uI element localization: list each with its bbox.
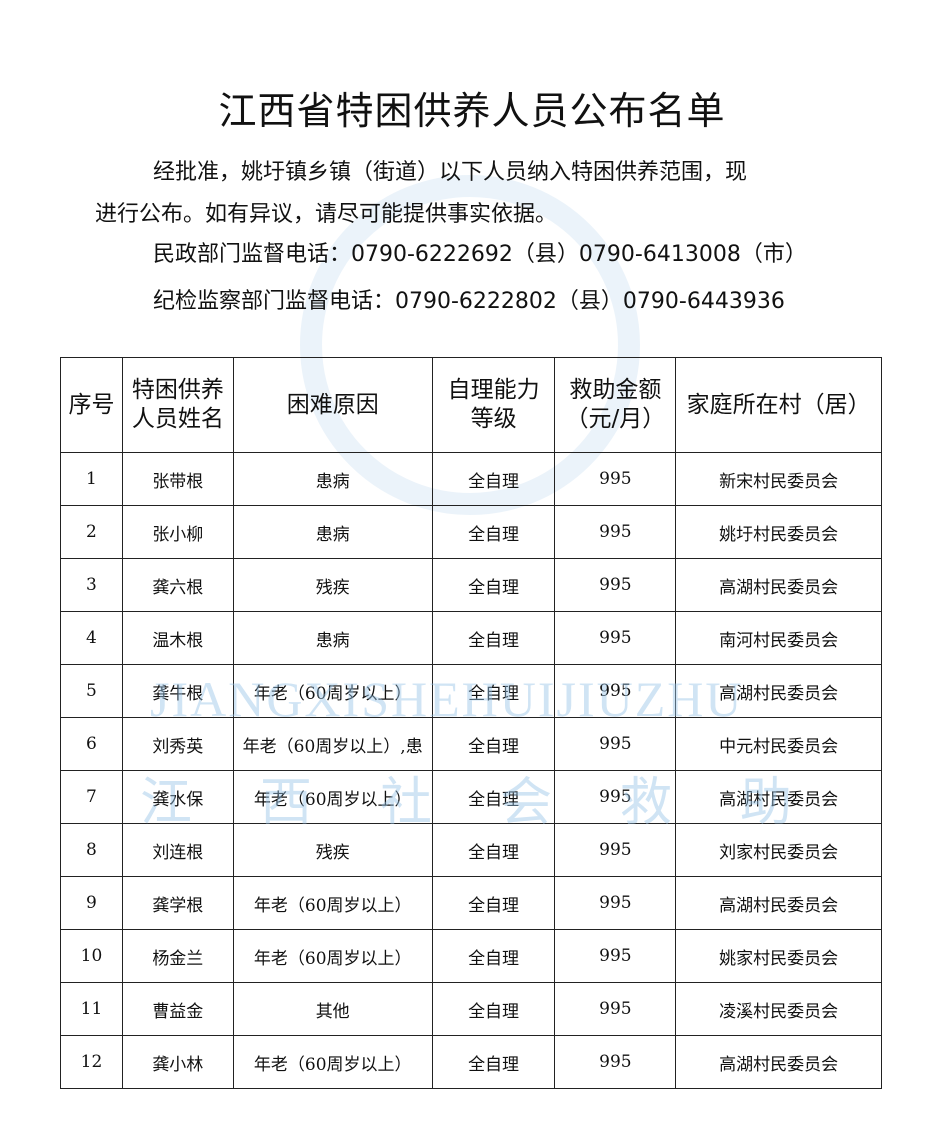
table-cell: 995 [554, 664, 677, 718]
column-header: 自理能力等级 [431, 357, 556, 453]
intro-line-2: 进行公布。如有异议，请尽可能提供事实依据。 [95, 202, 558, 227]
table-cell: 995 [554, 770, 677, 824]
table-cell: 高湖村民委员会 [675, 558, 882, 612]
table-cell: 995 [554, 982, 677, 1036]
table-cell: 全自理 [431, 1035, 556, 1089]
page-title: 江西省特困供养人员公布名单 [218, 89, 726, 133]
table-cell: 凌溪村民委员会 [675, 982, 882, 1036]
table-cell: 姚圩村民委员会 [675, 505, 882, 559]
table-row: 9 龚学根 年老（60周岁以上） 全自理 995 高湖村民委员会 [60, 876, 882, 930]
table-cell: 全自理 [431, 929, 556, 983]
table-cell: 3 [60, 558, 123, 612]
table-cell: 995 [554, 823, 677, 877]
table-row: 2 张小柳 患病 全自理 995 姚圩村民委员会 [60, 505, 882, 559]
table-cell: 曹益金 [121, 982, 234, 1036]
column-header: 救助金额（元/月） [554, 357, 677, 453]
table-cell: 高湖村民委员会 [675, 664, 882, 718]
table-cell: 全自理 [431, 823, 556, 877]
table-cell: 995 [554, 611, 677, 665]
table-cell: 患病 [232, 452, 433, 506]
table-cell: 全自理 [431, 505, 556, 559]
table-cell: 刘秀英 [121, 717, 234, 771]
table-cell: 年老（60周岁以上） [232, 1035, 433, 1089]
table-cell: 年老（60周岁以上） [232, 876, 433, 930]
intro-line-1: 经批准，姚圩镇乡镇（街道）以下人员纳入特困供养范围，现 [153, 160, 748, 185]
table-cell: 12 [60, 1035, 123, 1089]
table-cell: 7 [60, 770, 123, 824]
table-cell: 新宋村民委员会 [675, 452, 882, 506]
table-row: 8 刘连根 残疾 全自理 995 刘家村民委员会 [60, 823, 882, 877]
table-cell: 全自理 [431, 664, 556, 718]
table-cell: 11 [60, 982, 123, 1036]
table-cell: 8 [60, 823, 123, 877]
table-cell: 温木根 [121, 611, 234, 665]
table-cell: 995 [554, 717, 677, 771]
table-row: 10 杨金兰 年老（60周岁以上） 全自理 995 姚家村民委员会 [60, 929, 882, 983]
table-cell: 患病 [232, 611, 433, 665]
table-cell: 高湖村民委员会 [675, 1035, 882, 1089]
table-cell: 高湖村民委员会 [675, 876, 882, 930]
table-cell: 全自理 [431, 876, 556, 930]
table-row: 11 曹益金 其他 全自理 995 凌溪村民委员会 [60, 982, 882, 1036]
table-cell: 1 [60, 452, 123, 506]
table-cell: 10 [60, 929, 123, 983]
column-header: 序号 [60, 357, 123, 453]
table-cell: 5 [60, 664, 123, 718]
table-cell: 年老（60周岁以上） [232, 770, 433, 824]
table-cell: 9 [60, 876, 123, 930]
table-cell: 刘家村民委员会 [675, 823, 882, 877]
table-row: 4 温木根 患病 全自理 995 南河村民委员会 [60, 611, 882, 665]
civil-affairs-phone: 民政部门监督电话：0790-6222692（县）0790-6413008（市） [153, 242, 807, 267]
table-cell: 995 [554, 929, 677, 983]
table-row: 5 龚牛根 年老（60周岁以上） 全自理 995 高湖村民委员会 [60, 664, 882, 718]
table-cell: 995 [554, 505, 677, 559]
column-header: 家庭所在村（居） [675, 357, 882, 453]
table-cell: 中元村民委员会 [675, 717, 882, 771]
table-cell: 年老（60周岁以上）,患 [232, 717, 433, 771]
table-cell: 全自理 [431, 982, 556, 1036]
table-cell: 残疾 [232, 823, 433, 877]
table-cell: 龚水保 [121, 770, 234, 824]
table-cell: 995 [554, 452, 677, 506]
table-cell: 全自理 [431, 452, 556, 506]
table-cell: 995 [554, 558, 677, 612]
table-row: 12 龚小林 年老（60周岁以上） 全自理 995 高湖村民委员会 [60, 1035, 882, 1089]
table-cell: 其他 [232, 982, 433, 1036]
table-cell: 龚小林 [121, 1035, 234, 1089]
table-header-row: 序号 特困供养人员姓名 困难原因 自理能力等级 救助金额（元/月） 家庭所在村（居） [60, 357, 882, 453]
column-header: 特困供养人员姓名 [121, 357, 234, 453]
table-cell: 龚学根 [121, 876, 234, 930]
table-cell: 全自理 [431, 558, 556, 612]
table-cell: 全自理 [431, 717, 556, 771]
table-cell: 龚六根 [121, 558, 234, 612]
table-cell: 6 [60, 717, 123, 771]
table-cell: 杨金兰 [121, 929, 234, 983]
table-cell: 4 [60, 611, 123, 665]
table-cell: 南河村民委员会 [675, 611, 882, 665]
table-cell: 姚家村民委员会 [675, 929, 882, 983]
table-row: 3 龚六根 残疾 全自理 995 高湖村民委员会 [60, 558, 882, 612]
table-cell: 995 [554, 1035, 677, 1089]
table-cell: 2 [60, 505, 123, 559]
table-cell: 995 [554, 876, 677, 930]
table-cell: 高湖村民委员会 [675, 770, 882, 824]
table-cell: 残疾 [232, 558, 433, 612]
table-row: 6 刘秀英 年老（60周岁以上）,患 全自理 995 中元村民委员会 [60, 717, 882, 771]
table-cell: 张小柳 [121, 505, 234, 559]
table-cell: 张带根 [121, 452, 234, 506]
table-cell: 全自理 [431, 611, 556, 665]
table-cell: 年老（60周岁以上） [232, 929, 433, 983]
discipline-phone: 纪检监察部门监督电话：0790-6222802（县）0790-6443936 [153, 289, 785, 314]
table-row: 7 龚水保 年老（60周岁以上） 全自理 995 高湖村民委员会 [60, 770, 882, 824]
table-cell: 龚牛根 [121, 664, 234, 718]
table-cell: 刘连根 [121, 823, 234, 877]
table-row: 1 张带根 患病 全自理 995 新宋村民委员会 [60, 452, 882, 506]
column-header: 困难原因 [232, 357, 433, 453]
table-cell: 患病 [232, 505, 433, 559]
table-cell: 年老（60周岁以上） [232, 664, 433, 718]
table-cell: 全自理 [431, 770, 556, 824]
